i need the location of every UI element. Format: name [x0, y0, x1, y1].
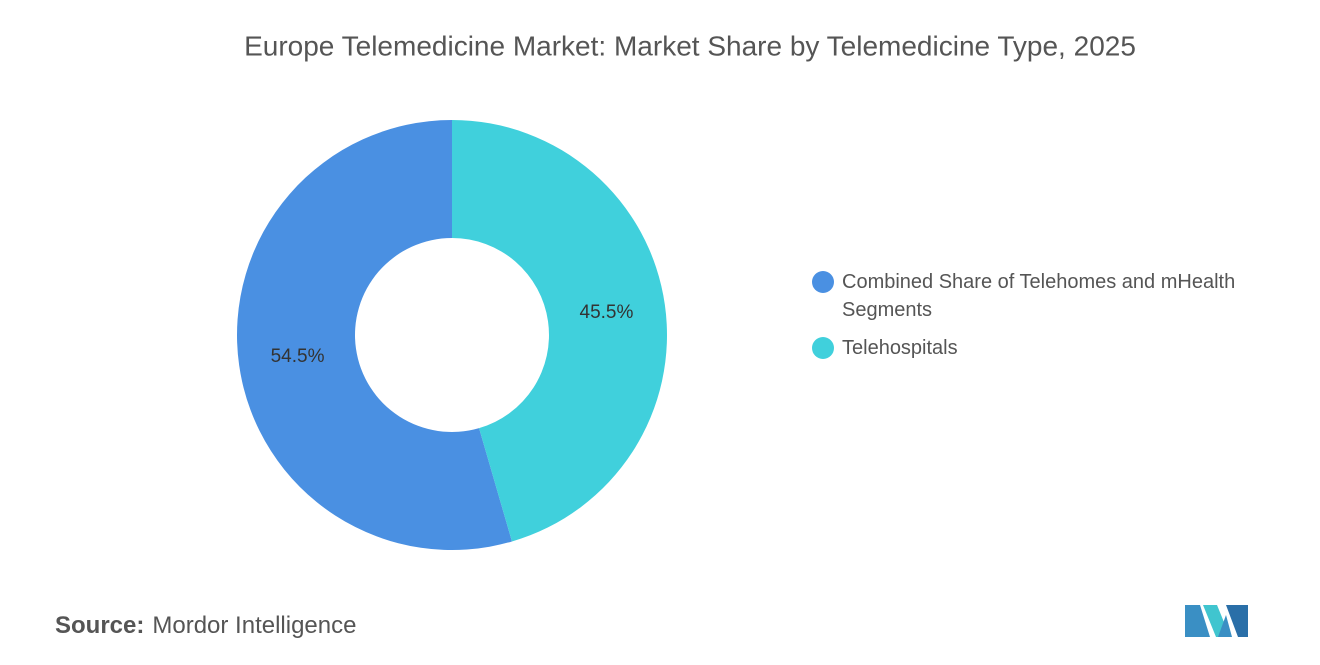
legend-label: Telehospitals: [842, 337, 958, 359]
legend: Combined Share of Telehomes and mHealth …: [812, 268, 1292, 372]
source: Mordor Intelligence: [152, 612, 357, 639]
chart-title: Europe Telemedicine Market: Market Share…: [244, 30, 1136, 61]
slice: [452, 120, 667, 542]
footer: Source: Mordor Intelligence: [55, 612, 356, 640]
legend-item: Telehospitals: [812, 334, 1292, 362]
legend-swatch: [812, 271, 834, 293]
value-label: 45.5%: [580, 302, 634, 323]
value-label: 54.5%: [271, 346, 325, 367]
slice: [236, 120, 512, 550]
legend-swatch: [812, 337, 834, 359]
logo: [1185, 605, 1248, 637]
source-label: Source:: [55, 612, 145, 639]
legend-label: Combined Share of Telehomes and mHealth …: [842, 271, 1236, 321]
legend-item: Combined Share of Telehomes and mHealth …: [812, 268, 1292, 324]
